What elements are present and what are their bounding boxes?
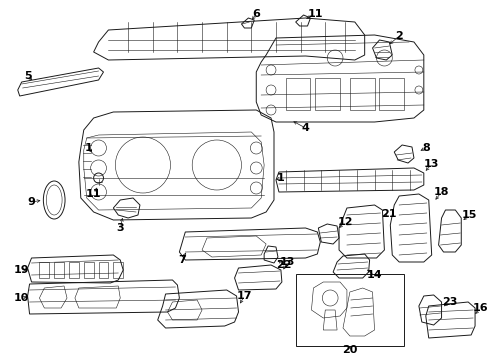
Text: 10: 10: [14, 293, 29, 303]
Text: 7: 7: [178, 255, 186, 265]
Text: 1: 1: [277, 173, 284, 183]
Text: 19: 19: [14, 265, 29, 275]
Text: 15: 15: [461, 210, 476, 220]
Text: 13: 13: [280, 257, 295, 267]
Text: 23: 23: [441, 297, 456, 307]
Text: 21: 21: [381, 209, 396, 219]
Text: 17: 17: [236, 291, 252, 301]
Text: 6: 6: [252, 9, 260, 19]
Text: 14: 14: [366, 270, 382, 280]
Text: 4: 4: [301, 123, 309, 133]
Text: 22: 22: [276, 260, 291, 270]
Text: 2: 2: [394, 31, 402, 41]
Text: 16: 16: [472, 303, 488, 313]
Text: 18: 18: [433, 187, 448, 197]
Text: 11: 11: [307, 9, 323, 19]
Text: 8: 8: [421, 143, 429, 153]
Text: 1: 1: [84, 143, 92, 153]
Text: 20: 20: [342, 345, 357, 355]
Text: 13: 13: [423, 159, 439, 169]
Text: 12: 12: [337, 217, 352, 227]
Text: 3: 3: [116, 223, 124, 233]
Bar: [295, 274, 403, 346]
Text: 11: 11: [86, 189, 101, 199]
Text: 9: 9: [27, 197, 36, 207]
Text: 5: 5: [24, 71, 31, 81]
